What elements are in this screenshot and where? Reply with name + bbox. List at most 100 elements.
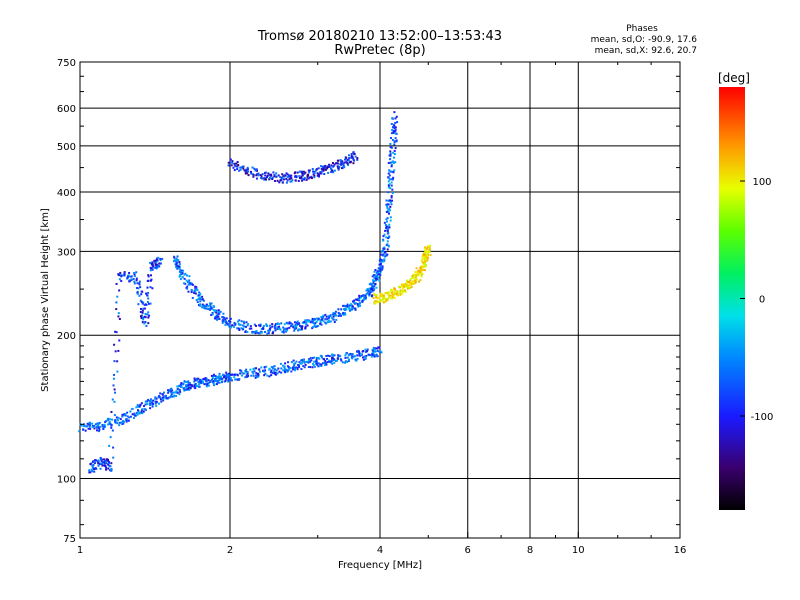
echo-point (421, 261, 424, 264)
colorbar-tick-label: -100 (751, 412, 774, 423)
echo-point (144, 320, 147, 323)
echo-point (392, 171, 395, 174)
echo-point (386, 248, 389, 251)
echo-point (227, 372, 230, 375)
echo-point (142, 405, 145, 408)
echo-point (149, 402, 152, 405)
echo-point (278, 181, 281, 184)
echo-point (384, 292, 387, 295)
echo-point (78, 430, 81, 433)
echo-point (340, 163, 343, 166)
echo-point (121, 423, 124, 426)
echo-point (199, 300, 202, 303)
echo-point (378, 259, 381, 262)
echo-point (305, 360, 308, 363)
echo-point (404, 289, 407, 292)
echo-point (147, 322, 150, 325)
echo-point (103, 423, 106, 426)
echo-point (200, 380, 203, 383)
echo-point (317, 365, 320, 368)
echo-point (393, 297, 396, 300)
echo-point (296, 368, 299, 371)
echo-point (162, 399, 165, 402)
echo-point (288, 175, 291, 178)
echo-point (361, 299, 364, 302)
echo-point (306, 176, 309, 179)
echo-point (243, 372, 246, 375)
echo-point (261, 173, 264, 176)
echo-point (372, 281, 375, 284)
echo-point (319, 321, 322, 324)
echo-point (394, 132, 397, 135)
echo-point (399, 293, 402, 296)
echo-point (375, 286, 378, 289)
echo-point (176, 385, 179, 388)
echo-point (209, 305, 212, 308)
echo-point (391, 188, 394, 191)
echo-point (244, 172, 247, 175)
echo-point (309, 356, 312, 359)
echo-point (98, 428, 101, 431)
echo-point (293, 368, 296, 371)
echo-point (318, 173, 321, 176)
echo-point (333, 163, 336, 166)
echo-point (263, 370, 266, 373)
echo-point (123, 420, 126, 423)
echo-point (317, 317, 320, 320)
echo-point (346, 360, 349, 363)
echo-point (114, 391, 117, 394)
echo-point (358, 304, 361, 307)
echo-point (104, 461, 107, 464)
echo-point (390, 132, 393, 135)
echo-point (119, 271, 122, 274)
echo-point (187, 283, 190, 286)
echo-point (89, 427, 92, 430)
echo-point (416, 271, 419, 274)
echo-point (419, 266, 422, 269)
echo-point (345, 305, 348, 308)
echo-point (391, 139, 394, 142)
echo-point (390, 184, 393, 187)
echo-point (389, 209, 392, 212)
echo-point (127, 274, 130, 277)
echo-point (136, 413, 139, 416)
echo-point (128, 416, 131, 419)
echo-point (183, 282, 186, 285)
echo-point (240, 327, 243, 330)
echo-point (146, 301, 149, 304)
echo-point (419, 272, 422, 275)
echo-point (331, 359, 334, 362)
echo-point (376, 271, 379, 274)
echo-point (147, 297, 150, 300)
echo-point (146, 294, 149, 297)
echo-point (236, 165, 239, 168)
echo-point (322, 320, 325, 323)
echo-point (296, 324, 299, 327)
echo-point (138, 294, 141, 297)
echo-point (100, 459, 103, 462)
echo-point (412, 276, 415, 279)
echo-point (175, 262, 178, 265)
echo-point (193, 291, 196, 294)
echo-point (99, 462, 102, 465)
echo-point (97, 422, 100, 425)
echo-point (246, 172, 249, 175)
echo-point (324, 313, 327, 316)
echo-point (394, 147, 397, 150)
echo-point (379, 299, 382, 302)
echo-point (260, 176, 263, 179)
echo-point (383, 221, 386, 224)
echo-point (90, 468, 93, 471)
echo-point (212, 381, 215, 384)
echo-point (142, 307, 145, 310)
echo-point (178, 267, 181, 270)
echo-point (247, 170, 250, 173)
echo-point (300, 359, 303, 362)
echo-point (271, 176, 274, 179)
echo-point (119, 418, 122, 421)
echo-point (222, 373, 225, 376)
echo-point (197, 383, 200, 386)
echo-point (425, 247, 428, 250)
echo-point (424, 258, 427, 261)
y-tick-label: 600 (57, 104, 76, 115)
